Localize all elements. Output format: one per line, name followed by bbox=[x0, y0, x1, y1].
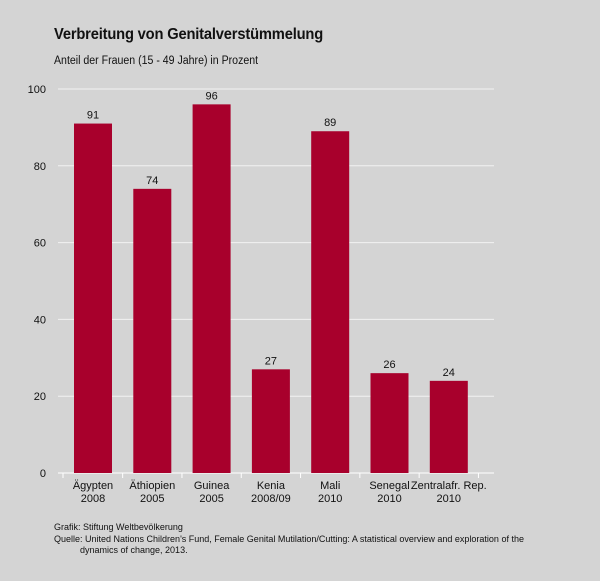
bar-3 bbox=[251, 369, 290, 473]
data-label-3: 27 bbox=[265, 355, 277, 367]
bar-chart: 02040608010091Ägypten200874Äthiopien2005… bbox=[28, 84, 494, 505]
bar-5 bbox=[370, 373, 409, 473]
x-tick-label-0-0: Ägypten bbox=[73, 480, 113, 492]
bar-6 bbox=[429, 380, 468, 473]
footer-quelle-line2: dynamics of change, 2013. bbox=[80, 545, 188, 555]
footer-grafik: Grafik: Stiftung Weltbevölkerung bbox=[54, 522, 183, 532]
chart-title: Verbreitung von Genitalverstümmelung bbox=[54, 26, 324, 43]
chart-subtitle: Anteil der Frauen (15 - 49 Jahre) in Pro… bbox=[54, 55, 259, 67]
x-tick-label-0-1: 2008 bbox=[81, 493, 105, 505]
bar-0 bbox=[74, 123, 112, 473]
x-tick-label-1-0: Äthiopien bbox=[129, 480, 175, 492]
x-tick-label-5-0: Senegal bbox=[369, 480, 409, 492]
data-label-2: 96 bbox=[205, 90, 217, 102]
x-tick-label-2-1: 2005 bbox=[199, 493, 223, 505]
data-label-1: 74 bbox=[146, 175, 158, 187]
footer-quelle-line1: Quelle: United Nations Children's Fund, … bbox=[54, 533, 524, 544]
y-tick-label-80: 80 bbox=[34, 161, 46, 173]
y-tick-label-100: 100 bbox=[28, 84, 46, 96]
x-tick-label-4-0: Mali bbox=[320, 480, 340, 492]
x-tick-label-2-0: Guinea bbox=[194, 480, 230, 492]
x-tick-label-3-0: Kenia bbox=[257, 480, 286, 492]
x-tick-label-1-1: 2005 bbox=[140, 493, 164, 505]
x-tick-label-3-1: 2008/09 bbox=[251, 493, 291, 505]
x-tick-label-5-1: 2010 bbox=[377, 493, 401, 505]
data-label-5: 26 bbox=[383, 359, 395, 371]
bar-4 bbox=[311, 131, 350, 474]
y-tick-label-0: 0 bbox=[40, 468, 46, 480]
chart-footer: Grafik: Stiftung Weltbevölkerung Quelle:… bbox=[54, 522, 584, 557]
y-tick-label-40: 40 bbox=[34, 314, 46, 326]
data-label-0: 91 bbox=[87, 110, 99, 122]
bar-1 bbox=[133, 188, 172, 473]
data-label-6: 24 bbox=[443, 367, 455, 379]
x-tick-label-4-1: 2010 bbox=[318, 493, 342, 505]
x-tick-label-6-0: Zentralafr. Rep. bbox=[411, 480, 487, 492]
y-tick-label-60: 60 bbox=[34, 238, 46, 250]
data-label-4: 89 bbox=[324, 117, 336, 129]
bar-2 bbox=[192, 104, 231, 474]
y-tick-label-20: 20 bbox=[34, 391, 46, 403]
x-tick-label-6-1: 2010 bbox=[437, 493, 461, 505]
